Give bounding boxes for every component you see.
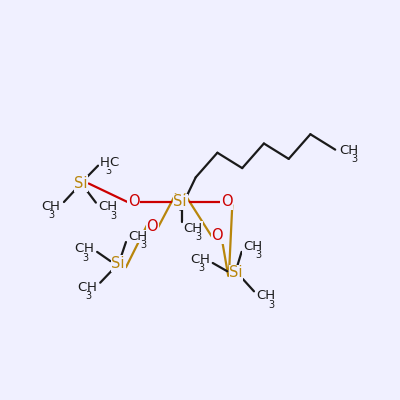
Text: Si: Si [174, 194, 187, 210]
Text: C: C [190, 253, 200, 266]
Text: H: H [87, 280, 96, 294]
Text: CH: CH [98, 200, 118, 214]
Text: H: H [84, 242, 94, 255]
Text: CH: CH [128, 230, 147, 243]
Text: 3: 3 [105, 166, 111, 176]
Text: Si: Si [229, 265, 243, 280]
Text: 3: 3 [82, 252, 88, 262]
Text: O: O [221, 194, 232, 210]
Text: 3: 3 [111, 211, 117, 221]
Text: O: O [146, 219, 158, 234]
Text: CH: CH [183, 222, 202, 235]
Text: CH: CH [339, 144, 358, 157]
Text: 3: 3 [196, 232, 202, 242]
Text: CH: CH [243, 240, 262, 253]
Text: H: H [100, 156, 110, 169]
Text: 3: 3 [85, 291, 91, 301]
Text: CH: CH [256, 290, 275, 302]
Text: 3: 3 [140, 240, 147, 250]
Text: C: C [41, 200, 50, 213]
Text: H: H [200, 253, 210, 266]
Text: O: O [212, 228, 223, 243]
Text: 3: 3 [255, 250, 261, 260]
Text: Si: Si [112, 256, 125, 271]
Text: 3: 3 [351, 154, 358, 164]
Text: 3: 3 [268, 300, 275, 310]
Text: C: C [77, 280, 86, 294]
Text: Si: Si [74, 176, 88, 191]
Text: H: H [50, 200, 60, 213]
Text: O: O [128, 194, 140, 210]
Text: 3: 3 [48, 210, 55, 220]
Text: 3: 3 [198, 263, 204, 273]
Text: C: C [74, 242, 84, 255]
Text: C: C [110, 156, 119, 169]
